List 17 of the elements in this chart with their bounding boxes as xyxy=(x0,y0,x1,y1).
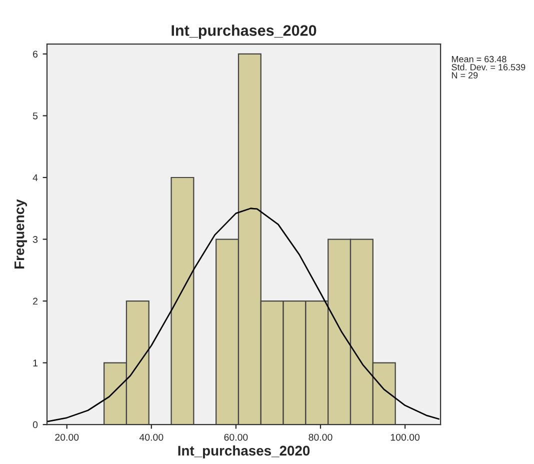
x-tick-label: 60.00 xyxy=(224,434,248,441)
x-axis-title: Int_purchases_2020 xyxy=(178,445,310,458)
y-tick-label: 5 xyxy=(32,112,38,120)
y-axis-title: Frequency xyxy=(14,199,27,269)
y-tick-label: 1 xyxy=(33,360,38,366)
y-tick-label: 2 xyxy=(33,298,38,305)
y-tick-label: 6 xyxy=(33,50,38,58)
x-tick-label: 20.00 xyxy=(55,434,79,441)
y-tick-label: 3 xyxy=(32,236,38,243)
y-tick-label: 4 xyxy=(32,174,38,182)
x-tick-label: 100.00 xyxy=(390,434,420,441)
chart-title: Int_purchases_2020 xyxy=(172,24,316,39)
y-tick-label: 0 xyxy=(32,421,38,428)
line-series xyxy=(47,208,440,422)
x-tick-label: 40.00 xyxy=(139,434,164,441)
text: Mean = 63.48 Std. Dev. = 16.539 N = 29 xyxy=(452,56,526,78)
x-tick-label: 80.00 xyxy=(308,434,332,441)
